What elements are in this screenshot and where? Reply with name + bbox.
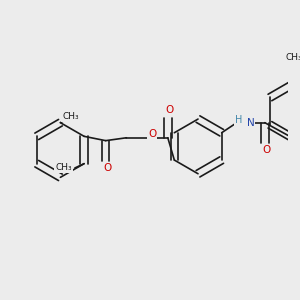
Text: O: O	[148, 129, 156, 139]
Text: CH₃: CH₃	[285, 53, 300, 62]
Text: O: O	[103, 163, 111, 173]
Text: CH₃: CH₃	[56, 164, 72, 172]
Text: H: H	[235, 115, 243, 125]
Text: CH₃: CH₃	[62, 112, 79, 122]
Text: O: O	[165, 105, 173, 116]
Text: O: O	[262, 145, 270, 155]
Text: N: N	[247, 118, 254, 128]
